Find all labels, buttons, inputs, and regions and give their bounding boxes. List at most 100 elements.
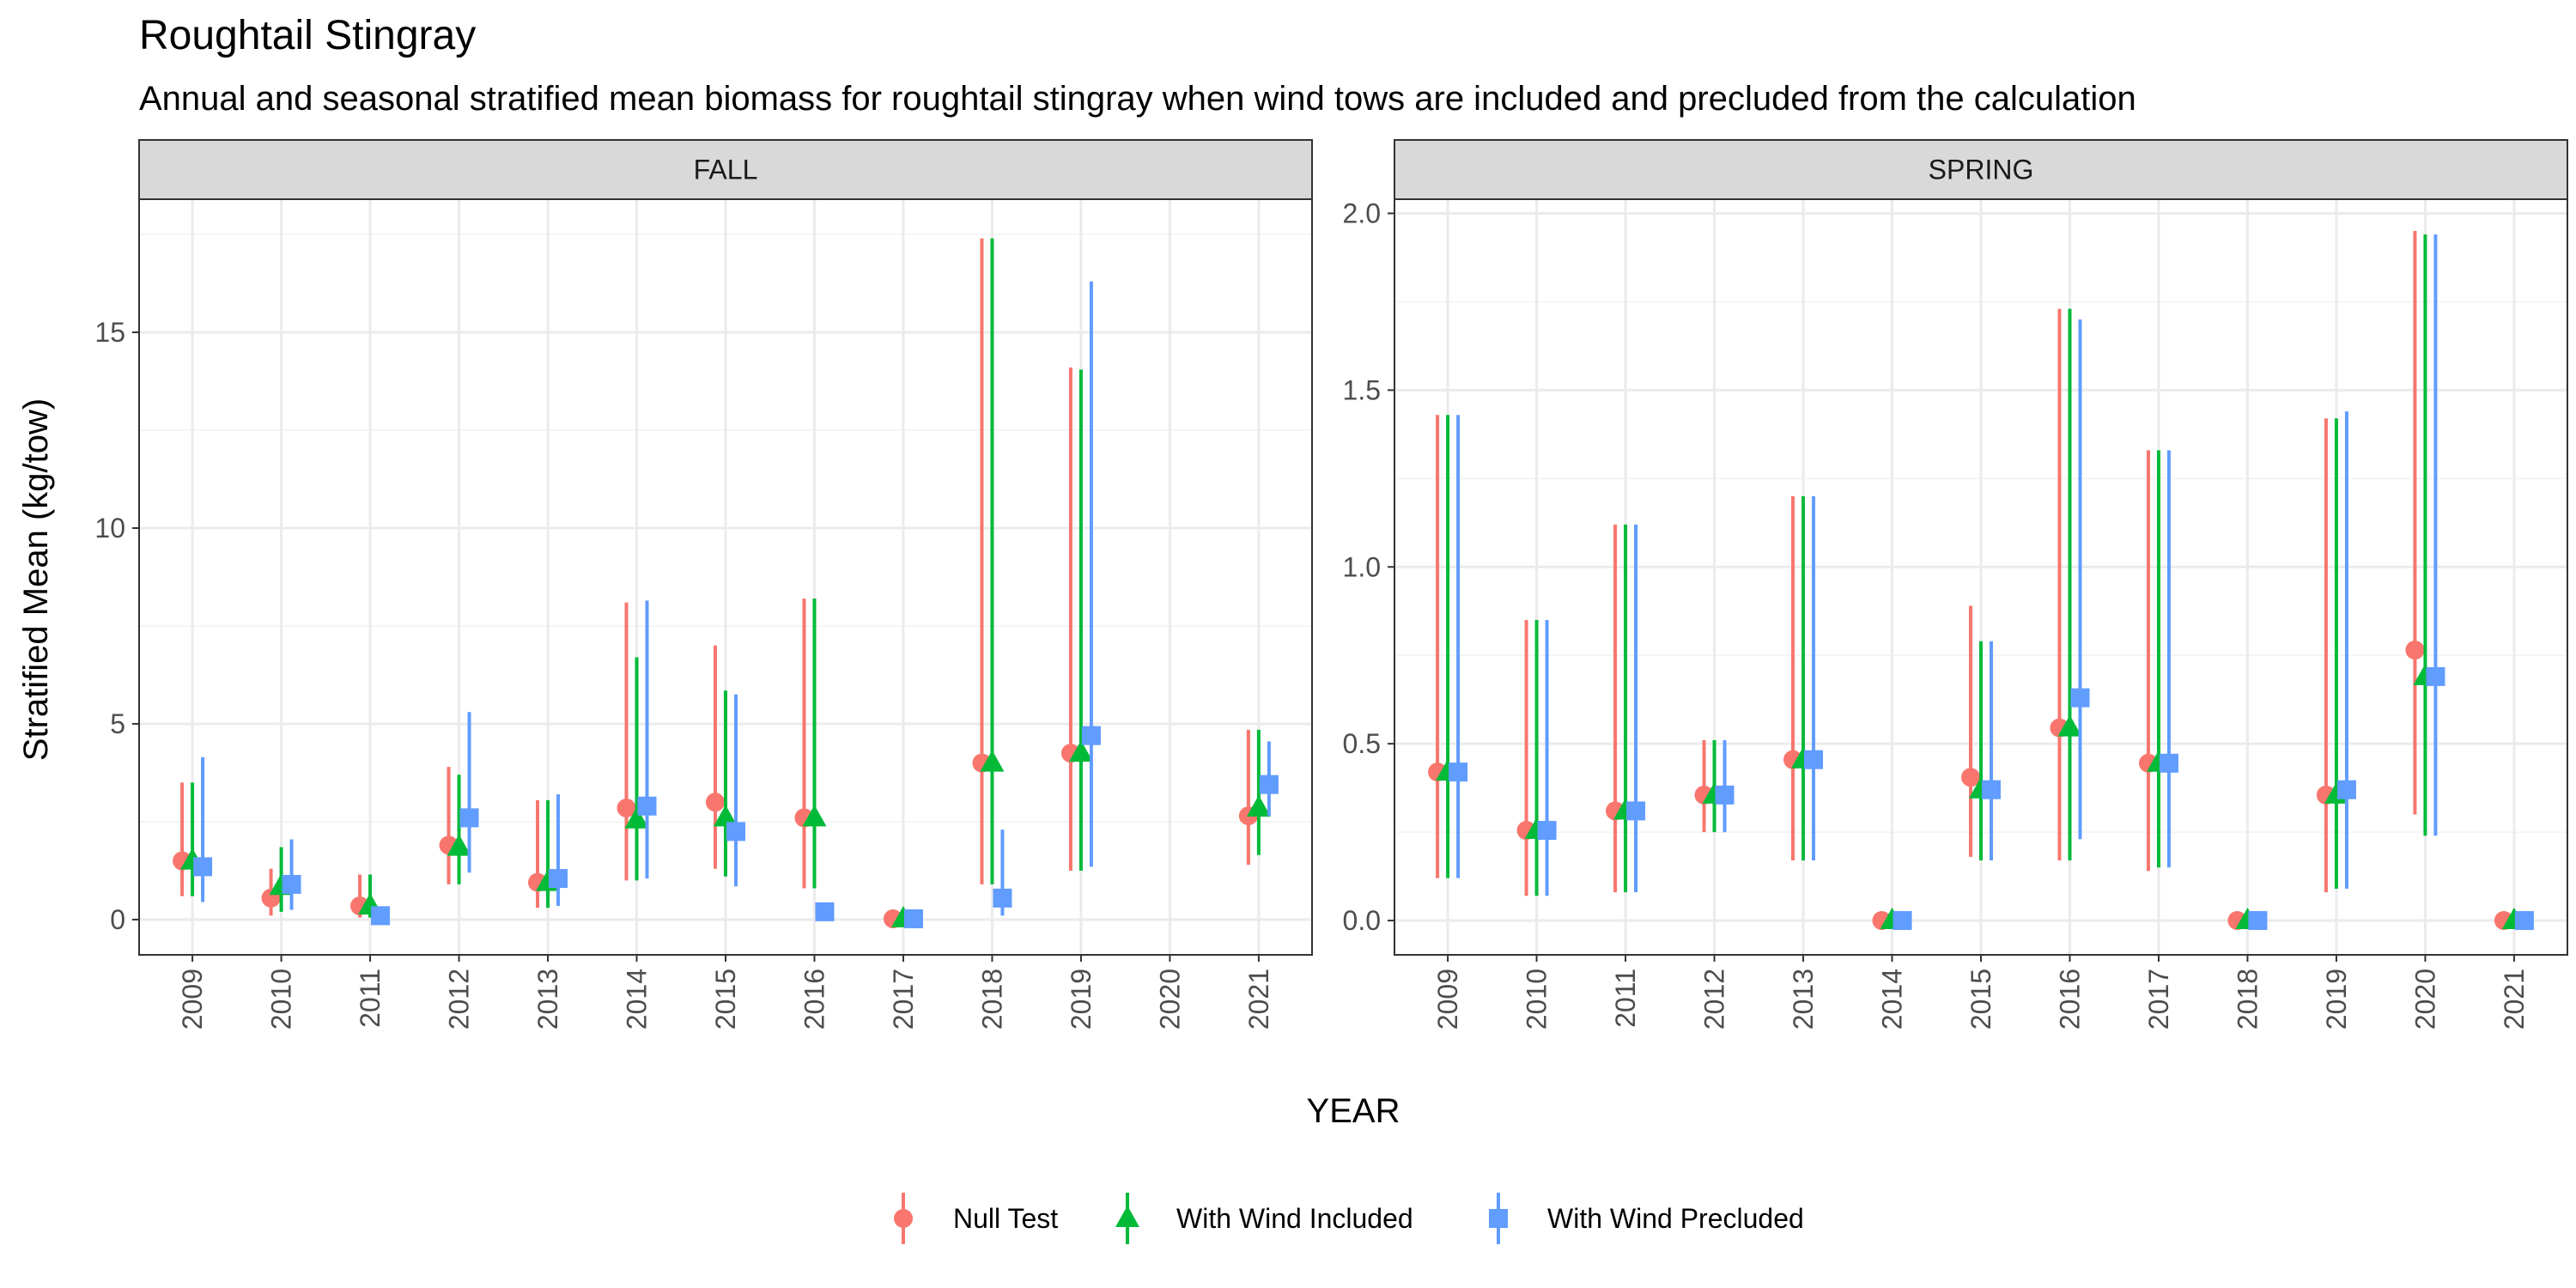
data-point (459, 808, 479, 828)
data-point (1246, 795, 1271, 817)
series-with-wind-included (1436, 234, 2526, 930)
data-point (193, 857, 213, 877)
y-tick-label: 0.5 (1343, 728, 1381, 759)
x-tick-label: 2015 (710, 969, 741, 1030)
series-with-wind-precluded (193, 281, 1279, 929)
x-tick-label: 2016 (799, 969, 829, 1030)
x-tick-label: 2011 (355, 969, 386, 1028)
panel-border (1394, 198, 2568, 956)
x-tick-label: 2010 (266, 969, 297, 1030)
series-null-test (1428, 231, 2513, 931)
x-tick-label: 2014 (622, 969, 653, 1030)
y-tick-label: 2.0 (1343, 197, 1381, 228)
legend-key-marker (1489, 1209, 1508, 1228)
x-tick-label: 2016 (2054, 969, 2085, 1030)
data-point (1804, 750, 1824, 769)
legend-item: With Wind Precluded (1489, 1193, 1804, 1244)
panel-spring: SPRING 0.0 0.5 1.0 1.5 2.0 2009 2010 2011 2012 201… (1343, 139, 2568, 1030)
legend-key-marker (894, 1209, 913, 1228)
x-tick-label: 2013 (532, 969, 563, 1030)
data-point (1537, 821, 1557, 841)
x-tick-label: 2009 (1432, 969, 1463, 1030)
series-with-wind-included (180, 238, 1271, 928)
data-point (447, 834, 471, 856)
x-tick-label: 2012 (1699, 969, 1730, 1030)
data-point (714, 805, 738, 827)
x-tick-label: 2009 (177, 969, 208, 1030)
data-point (2070, 688, 2090, 708)
x-tick-label: 2021 (1243, 969, 1274, 1030)
x-tick-label: 2019 (1066, 969, 1097, 1030)
panel-strip (138, 139, 1313, 200)
data-point (1259, 775, 1279, 794)
y-tick-label: 0 (110, 904, 125, 935)
y-tick-label: 15 (94, 317, 125, 348)
data-point (1893, 911, 1912, 931)
panel-strip-label: FALL (694, 155, 758, 185)
data-point (903, 909, 923, 929)
x-tick-label: 2020 (1154, 969, 1185, 1030)
data-point (1449, 762, 1468, 782)
data-point (2514, 911, 2534, 931)
x-tick-label: 2015 (1965, 969, 1996, 1030)
x-tick-label: 2017 (888, 969, 919, 1030)
legend: Null Test With Wind Included With Wind Pre… (894, 1193, 1804, 1244)
x-tick-label: 2020 (2409, 969, 2440, 1030)
data-point (2336, 780, 2356, 799)
data-point (993, 888, 1012, 908)
chart-title: Roughtail Stingray (139, 13, 476, 58)
x-tick-label: 2019 (2321, 969, 2352, 1030)
x-tick-label: 2012 (444, 969, 475, 1030)
y-tick-label: 10 (94, 513, 125, 544)
x-tick-label: 2013 (1788, 969, 1819, 1030)
data-point (802, 805, 827, 827)
legend-key-marker (1115, 1206, 1139, 1227)
x-tick-label: 2014 (1877, 969, 1908, 1030)
data-point (2057, 714, 2082, 737)
x-tick-label: 2011 (1610, 969, 1641, 1028)
panel-strip-label: SPRING (1929, 155, 2034, 185)
legend-label: With Wind Included (1176, 1203, 1413, 1234)
y-tick-label: 1.0 (1343, 551, 1381, 582)
y-tick-label: 1.5 (1343, 374, 1381, 405)
data-point (1982, 780, 2001, 799)
data-point (980, 750, 1005, 772)
data-point (624, 806, 649, 829)
panel-fall: FALL 0 5 10 15 2009 2010 2011 2012 2013 2014 2015 20… (94, 139, 1313, 1030)
data-point (2426, 666, 2445, 686)
data-point (2405, 641, 2425, 660)
data-point (637, 796, 657, 816)
data-point (282, 874, 301, 894)
panel-strip (1394, 139, 2568, 200)
data-point (617, 799, 636, 818)
data-point (371, 906, 391, 926)
y-tick-label: 5 (110, 708, 125, 739)
data-point (1626, 801, 1646, 821)
y-axis-title: Stratified Mean (kg/tow) (17, 398, 55, 761)
data-point (706, 793, 725, 812)
data-point (1068, 740, 1093, 762)
legend-label: Null Test (953, 1203, 1058, 1234)
chart-subtitle: Annual and seasonal stratified mean biom… (139, 80, 2136, 118)
data-point (726, 822, 745, 841)
legend-item: Null Test (894, 1193, 1058, 1244)
x-axis-title: YEAR (1307, 1092, 1400, 1130)
series-with-wind-precluded (1449, 234, 2534, 931)
panel-border (138, 198, 1313, 956)
data-point (1715, 785, 1735, 805)
data-point (2159, 753, 2178, 773)
panels: FALL 0 5 10 15 2009 2010 2011 2012 2013 2014 2015 20… (94, 139, 2568, 1030)
x-tick-label: 2018 (976, 969, 1007, 1030)
data-point (549, 869, 568, 889)
x-tick-label: 2018 (2232, 969, 2263, 1030)
data-point (815, 902, 835, 921)
x-tick-label: 2021 (2499, 969, 2530, 1030)
data-point (1081, 726, 1101, 745)
data-point (1961, 768, 1980, 787)
legend-item: With Wind Included (1115, 1193, 1413, 1244)
x-tick-label: 2010 (1522, 969, 1552, 1030)
data-point (2248, 911, 2268, 931)
legend-label: With Wind Precluded (1547, 1203, 1804, 1234)
x-tick-label: 2017 (2143, 969, 2174, 1030)
